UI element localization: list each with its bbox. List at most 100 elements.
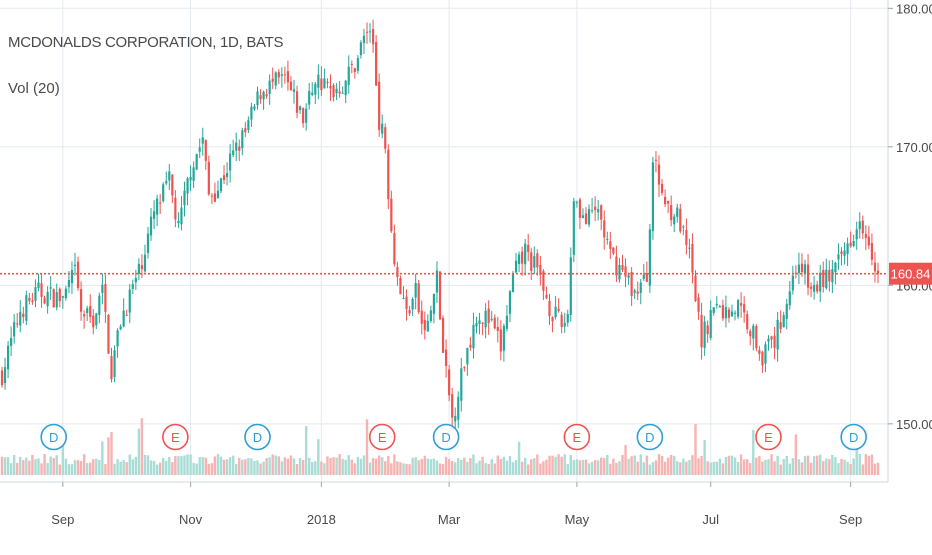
volume-bar	[645, 455, 649, 475]
volume-bar	[742, 459, 746, 475]
candle-body	[274, 72, 277, 86]
volume-bar	[286, 458, 290, 475]
candle-body	[37, 282, 40, 289]
candle-body	[727, 309, 731, 318]
volume-bar	[627, 458, 630, 475]
time-axis-label: 2018	[307, 512, 336, 527]
volume-bar	[201, 457, 204, 475]
candle-body	[107, 315, 110, 354]
candle-body	[116, 330, 119, 347]
candle-body	[651, 162, 655, 232]
volume-bar	[393, 454, 396, 475]
candle-body	[752, 325, 755, 339]
candle-body	[481, 322, 484, 324]
volume-bar	[669, 454, 673, 475]
volume-bar	[767, 459, 770, 475]
candle-body	[590, 210, 594, 212]
candle-body	[478, 320, 481, 324]
candle-body	[712, 307, 715, 313]
candle-body	[682, 226, 685, 228]
candle-body	[61, 296, 64, 298]
volume-bar	[642, 462, 645, 475]
candle-body	[627, 275, 630, 278]
candle-body	[828, 269, 831, 282]
volume-bar	[590, 461, 594, 475]
volume-bar	[362, 455, 366, 475]
candle-body	[676, 207, 679, 217]
candle-body	[685, 229, 688, 245]
event-marker-circle	[368, 423, 396, 451]
volume-bar	[317, 439, 320, 475]
volume-bar	[779, 464, 782, 475]
candle-body	[332, 85, 335, 98]
event-marker-label: D	[49, 430, 58, 445]
candle-body	[25, 295, 28, 321]
volume-bar	[791, 458, 795, 475]
volume-bar	[630, 456, 633, 475]
volume-bar	[341, 458, 344, 475]
volume-bar	[584, 459, 588, 475]
candle-body	[189, 176, 192, 181]
candle-body	[302, 108, 305, 124]
candle-body	[463, 367, 466, 369]
candle-body	[733, 312, 737, 314]
volume-bar	[52, 458, 55, 475]
candle-body	[527, 244, 530, 253]
volume-bar	[657, 454, 661, 475]
candle-body	[34, 287, 37, 301]
volume-bar	[168, 457, 171, 475]
candle-body	[64, 288, 67, 299]
event-marker-label: E	[171, 430, 180, 445]
event-marker-label: D	[253, 430, 262, 445]
candle-body	[159, 202, 162, 204]
candle-body	[736, 300, 740, 317]
volume-bar	[34, 459, 37, 475]
candle-body	[776, 319, 779, 350]
volume-bar	[822, 461, 825, 475]
volume-bar	[119, 461, 122, 475]
candle-body	[566, 313, 569, 323]
candle-body	[536, 253, 539, 268]
candle-body	[615, 256, 618, 276]
candle-body	[195, 154, 198, 170]
candle-body	[58, 288, 61, 302]
candle-body	[338, 91, 341, 94]
volume-bar	[840, 458, 843, 475]
candle-body	[809, 286, 813, 289]
candle-body	[213, 193, 217, 202]
candle-body	[721, 305, 724, 319]
volume-bar	[253, 460, 256, 475]
volume-bar	[615, 462, 618, 475]
candle-body	[496, 327, 499, 332]
volume-bar	[493, 463, 496, 475]
volume-bar	[438, 463, 442, 475]
volume-bar	[530, 459, 533, 475]
candle-body	[758, 350, 761, 354]
volume-bar	[12, 454, 16, 475]
volume-bar	[499, 459, 503, 475]
candle-body	[146, 233, 150, 253]
volume-bar	[776, 455, 779, 475]
volume-bar	[472, 454, 475, 475]
candle-body	[493, 317, 496, 329]
volume-bar	[612, 458, 615, 475]
candle-body	[673, 216, 676, 225]
last-price-tag	[889, 262, 932, 285]
candle-body	[414, 282, 417, 298]
time-axis-label: Sep	[839, 512, 862, 527]
candle-body	[311, 92, 314, 95]
candle-body	[256, 91, 259, 106]
candle-body	[22, 313, 25, 318]
candle-body	[177, 220, 180, 223]
candle-body	[277, 72, 280, 78]
volume-bar	[508, 456, 512, 475]
candle-body	[253, 106, 256, 110]
last-price-label: 160.84	[891, 267, 931, 282]
volume-bar	[624, 444, 627, 475]
candle-body	[320, 78, 323, 91]
volume-bar	[794, 434, 798, 475]
event-marker-label: D	[849, 430, 858, 445]
